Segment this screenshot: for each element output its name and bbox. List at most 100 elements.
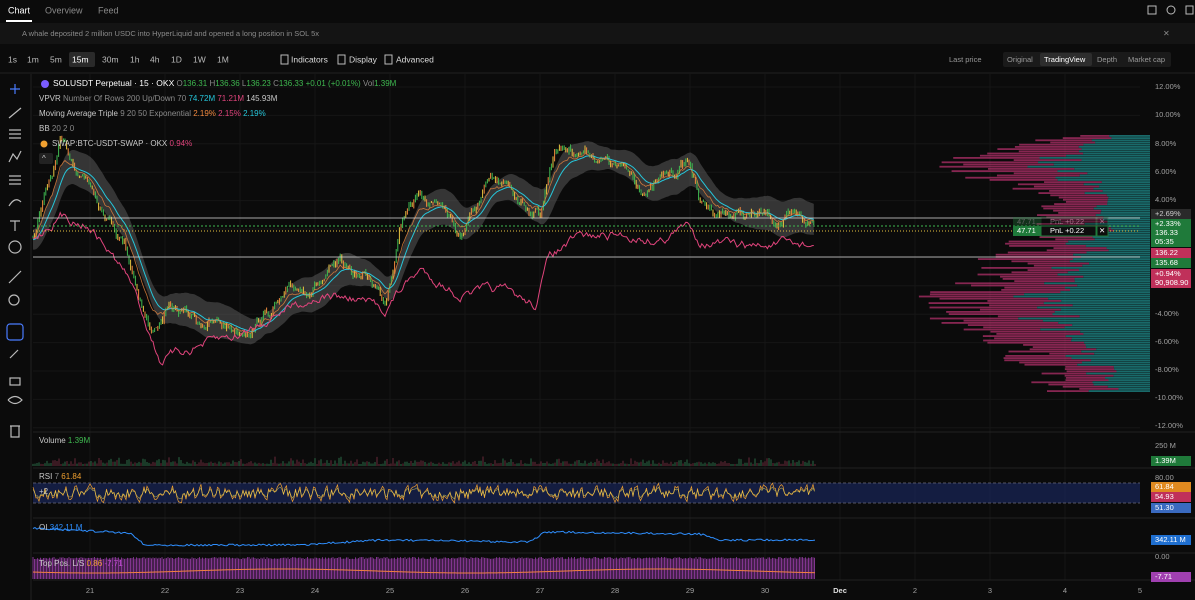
profile-bar <box>1048 383 1094 386</box>
tab[interactable]: Overview <box>45 5 83 15</box>
profile-bar <box>1003 357 1072 359</box>
view-tab[interactable]: Depth <box>1097 55 1117 64</box>
collapsed-count[interactable]: +2 <box>39 487 49 496</box>
tab[interactable]: Feed <box>98 5 119 15</box>
profile-bar <box>1042 319 1150 322</box>
profile-bar <box>1058 212 1101 214</box>
profile-bar <box>1039 236 1093 238</box>
price-label: 1.39M <box>1155 456 1176 465</box>
profile-bar <box>983 326 1065 329</box>
profile-bar <box>1074 280 1150 282</box>
x-tick-label: 21 <box>86 586 94 595</box>
profile-bar <box>1067 271 1150 274</box>
position-widget[interactable]: 47.71 PnL +0.22 ✕ <box>1013 225 1109 237</box>
profile-bar <box>1107 203 1150 205</box>
price-label-box <box>1151 209 1191 219</box>
x-tick-label: 24 <box>311 586 319 595</box>
x-tick-label: Dec <box>833 586 847 595</box>
interval[interactable]: 1W <box>193 54 206 64</box>
profile-bar <box>1078 150 1150 153</box>
interval[interactable]: 1M <box>217 54 229 64</box>
profile-bar <box>1058 322 1150 324</box>
price-label: 61.84 <box>1155 482 1174 491</box>
price-label: 136.33 <box>1155 228 1178 237</box>
profile-bar <box>1081 148 1150 150</box>
profile-bar <box>967 324 1073 326</box>
interval[interactable]: 1D <box>171 54 182 64</box>
profile-bar <box>1065 355 1150 357</box>
position-size-box <box>1013 217 1041 227</box>
profile-bar <box>1114 368 1150 370</box>
profile-bar <box>1014 280 1075 282</box>
profile-bar <box>1084 341 1150 344</box>
profile-bar <box>987 168 1075 170</box>
y-tick-label: 0.00 <box>1155 552 1170 561</box>
view-tab[interactable]: TradingView <box>1044 55 1086 64</box>
interval[interactable]: 4h <box>150 54 160 64</box>
position-pnl: PnL +0.22 <box>1050 226 1084 235</box>
profile-bar <box>1061 300 1150 302</box>
position-widget[interactable]: 47.71 PnL +0.22 ✕ <box>1013 216 1109 228</box>
position-close-icon: ✕ <box>1099 217 1105 226</box>
interval[interactable]: 30m <box>102 54 119 64</box>
profile-bar <box>1061 220 1108 223</box>
plot <box>32 74 1195 581</box>
price-source[interactable]: Last price <box>949 55 982 64</box>
collapse-button[interactable] <box>39 153 53 164</box>
profile-bar <box>1031 381 1093 384</box>
profile-bar <box>1037 161 1150 164</box>
interval[interactable]: 15m <box>72 54 89 64</box>
pane-legend: Top Pos. L/S 0.86 -7.71 <box>39 559 123 568</box>
profile-bar <box>1051 267 1150 269</box>
interval[interactable]: 5m <box>50 54 62 64</box>
position-size: 47.71 <box>1017 226 1036 235</box>
profile-bar <box>1077 284 1150 287</box>
price-label: -7.71 <box>1155 572 1172 581</box>
profile-bar <box>1027 262 1090 265</box>
pane-legend: RSI 7 61.84 <box>39 472 82 481</box>
view-tab[interactable]: Market cap <box>1128 55 1165 64</box>
view-tab[interactable]: Original <box>1007 55 1033 64</box>
tab[interactable]: Chart <box>8 5 31 15</box>
tool-button[interactable]: Display <box>349 54 378 64</box>
profile-bar <box>1019 143 1084 146</box>
close-icon[interactable]: ✕ <box>1163 29 1170 38</box>
profile-bar <box>1046 390 1089 392</box>
tool-button[interactable]: Indicators <box>291 54 328 64</box>
profile-bar <box>979 308 1061 311</box>
profile-bar <box>1013 159 1082 161</box>
profile-bar <box>963 328 1041 331</box>
collapse-icon[interactable]: ^ <box>42 154 46 163</box>
profile-bar <box>1077 363 1150 366</box>
profile-bar <box>1019 361 1082 364</box>
profile-bar <box>1110 227 1150 230</box>
window-icons <box>1147 5 1194 15</box>
profile-bar <box>1009 245 1086 247</box>
profile-bar <box>1082 264 1150 267</box>
price-label: +2.69% <box>1155 209 1181 218</box>
profile-bar <box>1001 289 1071 291</box>
position-size-box <box>1013 226 1041 236</box>
news[interactable]: A whale deposited 2 million USDC into Hy… <box>22 29 319 38</box>
tab-underline <box>6 20 32 22</box>
interval[interactable]: 1h <box>130 54 140 64</box>
profile-bar <box>1035 139 1092 142</box>
y-tick-label: 8.00% <box>1155 139 1177 148</box>
profile-bar <box>1078 269 1150 271</box>
profile-bar <box>1018 317 1150 320</box>
profile-bar <box>987 341 1085 344</box>
profile-bar <box>929 306 1038 309</box>
y-tick-label: 80.00 <box>1155 473 1174 482</box>
profile-bar <box>1011 271 1068 274</box>
price-label: 136.22 <box>1155 248 1178 257</box>
interval[interactable]: 1m <box>27 54 39 64</box>
profile-bar <box>1068 240 1150 243</box>
active-interval <box>69 52 95 67</box>
profile-bar <box>1057 273 1150 276</box>
profile-bar <box>1002 278 1075 280</box>
interval[interactable]: 1s <box>8 54 17 64</box>
profile-bar <box>929 317 1019 320</box>
tool-button[interactable]: Advanced <box>396 54 434 64</box>
profile-bar <box>977 258 1074 260</box>
profile-bar <box>1111 137 1150 139</box>
